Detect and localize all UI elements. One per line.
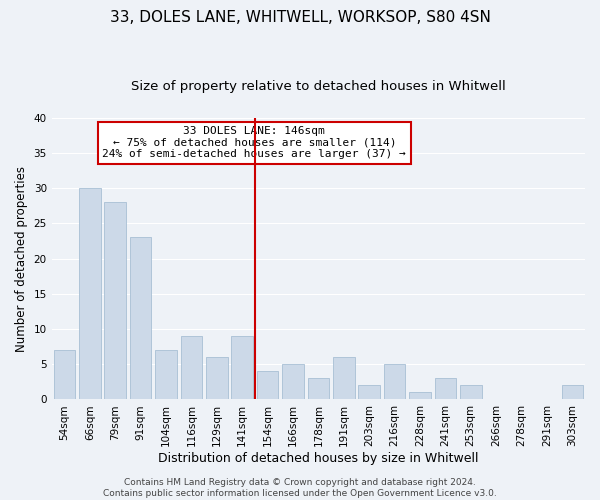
Title: Size of property relative to detached houses in Whitwell: Size of property relative to detached ho… (131, 80, 506, 93)
Bar (409, 392, 431, 400)
Bar (282, 364, 304, 400)
Bar (333, 357, 355, 400)
Bar (181, 336, 202, 400)
Bar (308, 378, 329, 400)
Bar (358, 386, 380, 400)
Bar (130, 238, 151, 400)
Text: 33, DOLES LANE, WHITWELL, WORKSOP, S80 4SN: 33, DOLES LANE, WHITWELL, WORKSOP, S80 4… (110, 10, 490, 25)
Bar (257, 372, 278, 400)
Bar (104, 202, 126, 400)
Bar (206, 357, 227, 400)
Bar (232, 336, 253, 400)
Bar (434, 378, 456, 400)
Y-axis label: Number of detached properties: Number of detached properties (15, 166, 28, 352)
Bar (384, 364, 406, 400)
Bar (155, 350, 177, 400)
Text: Contains HM Land Registry data © Crown copyright and database right 2024.
Contai: Contains HM Land Registry data © Crown c… (103, 478, 497, 498)
Bar (79, 188, 101, 400)
Bar (562, 386, 583, 400)
Text: 33 DOLES LANE: 146sqm
← 75% of detached houses are smaller (114)
24% of semi-det: 33 DOLES LANE: 146sqm ← 75% of detached … (103, 126, 406, 160)
Bar (53, 350, 75, 400)
Bar (460, 386, 482, 400)
X-axis label: Distribution of detached houses by size in Whitwell: Distribution of detached houses by size … (158, 452, 479, 465)
